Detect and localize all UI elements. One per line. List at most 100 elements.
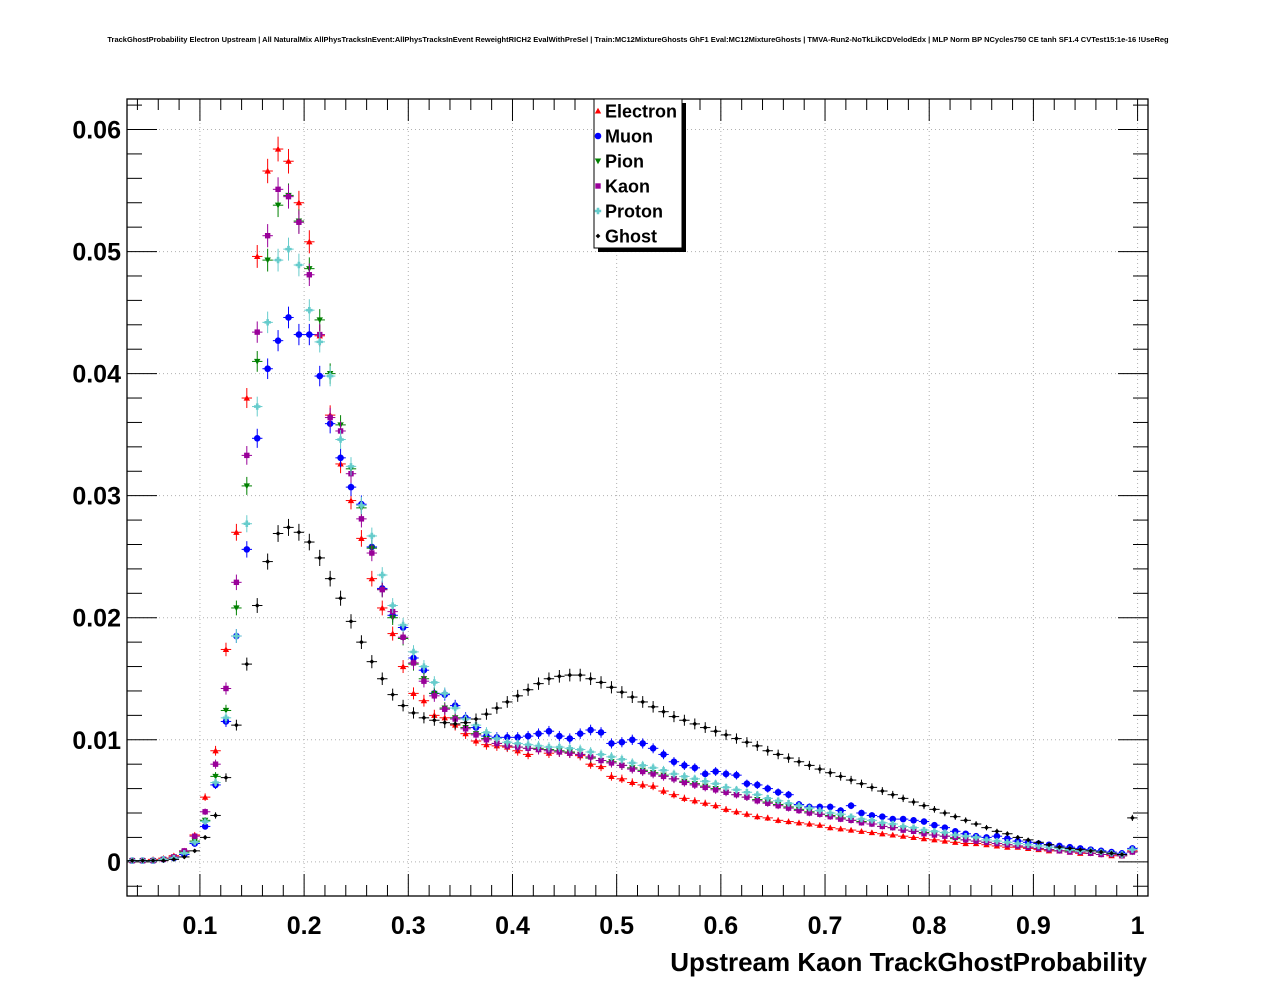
data-point-proton — [774, 797, 782, 804]
data-point-proton — [431, 679, 438, 686]
legend: Electron Muon Pion Kaon Proton Ghost — [593, 98, 686, 252]
data-point-ghost — [536, 681, 541, 687]
data-point-proton — [962, 832, 969, 840]
y-tick-label: 0.01 — [72, 727, 121, 755]
data-point-muon — [201, 823, 209, 830]
data-point-muon — [816, 803, 824, 811]
data-point-proton — [910, 824, 917, 831]
data-point-muon — [514, 734, 521, 741]
data-point-proton — [639, 762, 646, 769]
data-point-proton — [629, 759, 636, 767]
data-point-ghost — [484, 711, 489, 717]
data-point-ghost — [911, 799, 916, 805]
data-point-ghost — [609, 684, 614, 690]
data-point-electron — [597, 763, 605, 770]
data-point-electron — [722, 806, 730, 812]
data-point-proton — [931, 828, 938, 835]
data-point-muon — [316, 372, 324, 380]
data-point-proton — [889, 820, 896, 828]
data-point-proton — [556, 743, 563, 751]
legend-label-kaon: Kaon — [605, 177, 650, 197]
data-point-ghost — [421, 715, 427, 721]
data-point-proton — [868, 817, 876, 824]
data-point-ghost — [598, 680, 604, 685]
data-point-ghost — [567, 672, 573, 678]
data-point-proton — [326, 372, 334, 380]
data-point-ghost — [1025, 837, 1031, 843]
data-point-proton — [649, 764, 657, 772]
data-point-kaon — [765, 800, 771, 806]
data-point-electron — [420, 697, 428, 704]
data-point-kaon — [431, 693, 438, 699]
data-point-kaon — [796, 807, 802, 814]
data-point-ghost — [161, 858, 166, 864]
data-point-proton — [368, 532, 376, 540]
data-point-proton — [243, 520, 251, 527]
data-point-proton — [254, 403, 261, 410]
data-point-electron — [243, 394, 251, 401]
legend-label-muon: Muon — [605, 127, 653, 147]
data-point-muon — [920, 818, 928, 825]
data-point-electron — [306, 238, 313, 245]
data-point-muon — [910, 817, 917, 824]
data-point-ghost — [181, 854, 187, 860]
data-point-kaon — [608, 760, 615, 766]
data-point-electron — [379, 604, 386, 611]
data-point-kaon — [921, 831, 927, 837]
data-point-proton — [379, 571, 386, 579]
data-point-ghost — [650, 704, 656, 710]
data-point-ghost — [317, 555, 323, 561]
data-point-ghost — [265, 559, 271, 564]
data-point-kaon — [733, 791, 740, 798]
data-point-ghost — [473, 716, 479, 722]
data-point-kaon — [629, 766, 635, 772]
data-point-pion — [243, 483, 251, 490]
data-point-muon — [274, 337, 282, 344]
data-point-kaon — [442, 706, 448, 712]
data-point-electron — [743, 811, 751, 817]
data-point-kaon — [723, 789, 729, 795]
data-point-pion — [316, 317, 323, 324]
data-point-muon — [847, 802, 855, 809]
data-point-electron — [868, 829, 876, 836]
data-point-proton — [1045, 843, 1053, 851]
data-point-ghost — [775, 752, 781, 757]
x-tick-label: 0.3 — [391, 912, 426, 940]
data-point-proton — [181, 850, 188, 857]
data-point-ghost — [890, 792, 896, 798]
data-point-electron — [920, 835, 928, 842]
data-point-ghost — [244, 661, 250, 667]
data-point-ghost — [140, 858, 146, 864]
x-tick-label: 0.4 — [495, 912, 530, 940]
data-point-electron — [399, 663, 407, 670]
data-point-kaon — [254, 329, 260, 335]
y-tick-label: 0.05 — [72, 239, 121, 267]
data-point-kaon — [285, 193, 292, 200]
data-point-kaon — [296, 219, 302, 225]
data-point-ghost — [1098, 849, 1104, 855]
data-point-electron — [889, 831, 896, 838]
data-point-ghost — [577, 672, 583, 678]
data-point-ghost — [994, 828, 1000, 834]
data-point-electron — [264, 167, 271, 174]
data-point-pion — [254, 358, 261, 365]
data-point-kaon — [306, 272, 313, 278]
data-point-kaon — [702, 784, 708, 791]
data-point-proton — [316, 338, 323, 346]
data-point-muon — [670, 758, 678, 766]
data-point-ghost — [348, 618, 354, 624]
data-point-ghost — [431, 717, 437, 723]
data-point-ghost — [671, 714, 677, 719]
data-point-kaon — [848, 817, 854, 824]
data-point-muon — [243, 546, 251, 553]
data-point-proton — [681, 773, 688, 780]
data-point-electron — [910, 834, 917, 840]
data-point-muon — [264, 365, 271, 373]
data-point-ghost — [327, 576, 333, 582]
data-point-muon — [764, 785, 772, 792]
data-point-electron — [858, 828, 865, 834]
data-point-muon — [535, 730, 542, 737]
data-point-proton — [920, 826, 928, 834]
data-point-ghost — [619, 689, 625, 695]
data-point-kaon — [275, 186, 281, 193]
